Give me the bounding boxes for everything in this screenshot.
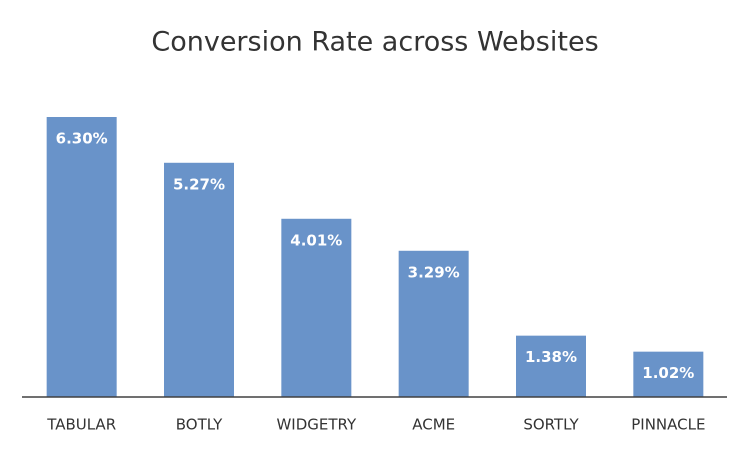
data-label: 5.27% [173, 175, 225, 193]
bar [398, 250, 469, 397]
x-tick-label: PINNACLE [631, 416, 705, 434]
data-label: 6.30% [56, 130, 108, 148]
x-tick-label: SORTLY [523, 416, 579, 434]
bar [164, 162, 234, 397]
data-label: 3.29% [408, 263, 460, 281]
bar [633, 351, 704, 397]
data-label: 4.01% [290, 231, 342, 249]
x-tick-label: BOTLY [176, 416, 223, 434]
chart-title: Conversion Rate across Websites [151, 27, 598, 58]
bar [46, 117, 117, 397]
x-tick-label: WIDGETRY [276, 416, 357, 434]
bar [516, 335, 586, 397]
x-tick-label: ACME [412, 416, 455, 434]
data-label: 1.38% [525, 348, 577, 366]
bar [281, 218, 352, 397]
x-tick-label: TABULAR [46, 416, 116, 434]
data-label: 1.02% [642, 364, 694, 382]
